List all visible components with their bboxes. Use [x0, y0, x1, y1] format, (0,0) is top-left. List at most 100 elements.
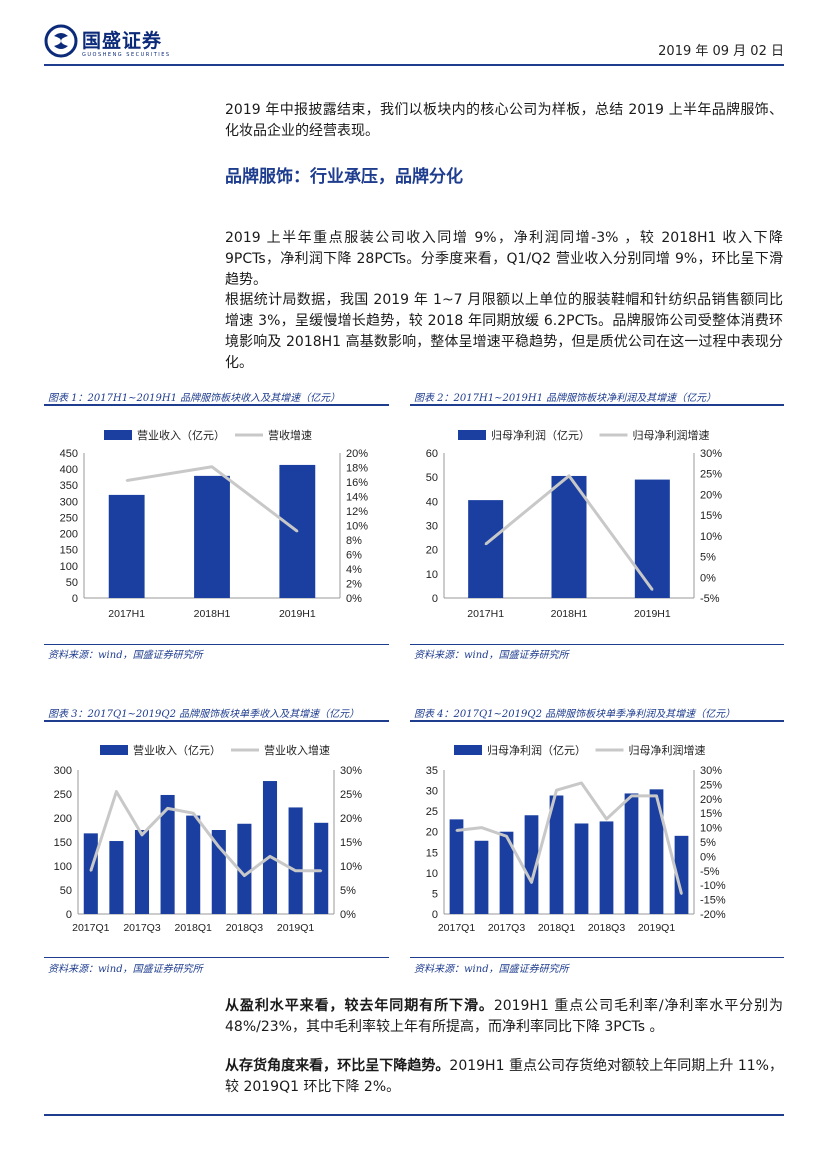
legend-swatch-bar: [104, 430, 132, 440]
legend-label-bar: 归母净利润（亿元）: [491, 428, 590, 442]
category-tick-label: 2017Q1: [72, 922, 110, 934]
bar: [134, 830, 150, 914]
bar: [551, 475, 587, 598]
left-tick-label: 30: [426, 521, 438, 533]
right-tick-label: 16%: [346, 477, 368, 489]
paragraph-4: 从存货角度来看，环比呈下降趋势。2019H1 重点公司存货绝对额较上年同期上升 …: [225, 1056, 783, 1098]
growth-point: [211, 465, 213, 468]
bar: [674, 835, 689, 914]
figure-1-chart: 0 50 100 150 200 250 300 350 400 450 0% 2% 4% 6% 8% 10%…: [60, 428, 369, 620]
growth-line: [456, 781, 683, 895]
right-tick-label: 0%: [340, 909, 356, 921]
category-tick-label: 2019Q1: [638, 922, 676, 934]
right-tick-label: 12%: [346, 506, 368, 518]
paragraph-1: 2019 上半年重点服装公司收入同增 9%，净利润同增-3% ，较 2018H1…: [225, 230, 783, 288]
left-tick-label: 250: [54, 789, 72, 801]
paragraph-4-lead: 从存货角度来看，环比呈下降趋势。: [225, 1058, 450, 1074]
right-tick-label: 30%: [700, 448, 722, 460]
right-tick-label: 30%: [340, 765, 362, 777]
figure-2-chart: 0 10 20 30 40 50 60 -5% 0% 5% 10% 15% 20% 25% 30% 2017H…: [426, 428, 722, 620]
legend-label-line: 营业收入增速: [264, 743, 330, 757]
bar: [160, 794, 175, 914]
legend-swatch-bar: [100, 745, 128, 755]
page-header: 国盛证券 GUOSHENG SECURITIES 2019 年 09 月 02 …: [44, 22, 784, 64]
figure-1-source: 资料来源：wind，国盛证券研究所: [48, 650, 203, 661]
company-logo: 国盛证券 GUOSHENG SECURITIES: [44, 22, 184, 62]
right-tick-label: 10%: [700, 823, 722, 835]
left-tick-label: 200: [60, 529, 78, 541]
right-tick-label: 2%: [346, 579, 362, 591]
logo-name: 国盛证券: [82, 30, 163, 52]
left-tick-label: 150: [54, 837, 72, 849]
figure-1-top-rule: [44, 404, 389, 406]
figure-2-bottom-rule: [410, 644, 784, 645]
right-tick-label: 0%: [700, 851, 716, 863]
growth-point: [166, 807, 169, 810]
category-tick-label: 2018H1: [194, 608, 231, 620]
right-tick-label: 5%: [700, 837, 716, 849]
left-tick-label: 25: [426, 806, 438, 818]
legend-label-line: 营收增速: [268, 428, 312, 442]
bar: [468, 500, 504, 598]
left-tick-label: 250: [60, 512, 78, 524]
bar: [549, 795, 564, 914]
left-tick-label: 100: [54, 861, 72, 873]
right-tick-label: -5%: [700, 866, 720, 878]
growth-point: [294, 869, 297, 872]
bar: [624, 793, 639, 914]
figure-4-top-rule: [410, 720, 784, 722]
category-tick-label: 2018H1: [551, 608, 588, 620]
growth-point: [125, 479, 128, 482]
legend-label-line: 归母净利润增速: [629, 743, 706, 757]
left-tick-label: 0: [72, 593, 78, 605]
left-tick-label: 300: [60, 496, 78, 508]
category-tick-label: 2018Q3: [226, 922, 264, 934]
left-tick-label: 10: [426, 868, 438, 880]
growth-point: [555, 789, 558, 792]
category-tick-label: 2019H1: [279, 608, 316, 620]
right-tick-label: 0%: [346, 593, 362, 605]
category-tick-label: 2017H1: [108, 608, 145, 620]
bar: [83, 833, 98, 914]
right-tick-label: 15%: [340, 837, 362, 849]
footer-divider: [44, 1114, 784, 1116]
paragraph-3: 从盈利水平来看，较去年同期有所下滑。2019H1 重点公司毛利率/净利率水平分别…: [225, 996, 783, 1038]
report-date: 2019 年 09 月 02 日: [658, 44, 784, 59]
intro-paragraph: 2019 年中报披露结束，我们以板块内的核心公司为样板，总结 2019 上半年品…: [225, 102, 783, 139]
right-tick-label: 4%: [346, 564, 362, 576]
bar: [288, 807, 303, 914]
left-tick-label: 350: [60, 480, 78, 492]
growth-point: [505, 835, 508, 838]
category-tick-label: 2017Q3: [488, 922, 526, 934]
right-tick-label: 15%: [700, 510, 722, 522]
right-tick-label: 20%: [340, 813, 362, 825]
right-tick-label: 20%: [346, 448, 368, 460]
right-tick-label: -20%: [700, 909, 726, 921]
right-tick-label: 8%: [346, 535, 362, 547]
legend-label-line: 归母净利润增速: [633, 428, 710, 442]
figure-4-source: 资料来源：wind，国盛证券研究所: [414, 964, 569, 975]
left-tick-label: 50: [66, 577, 78, 589]
left-tick-label: 5: [432, 888, 438, 900]
growth-point: [480, 826, 483, 829]
growth-point: [243, 874, 246, 877]
legend-label-bar: 营业收入（亿元）: [133, 743, 221, 757]
bar: [237, 823, 252, 914]
logo-subtitle: GUOSHENG SECURITIES: [82, 52, 171, 58]
figure-3-source: 资料来源：wind，国盛证券研究所: [48, 964, 203, 975]
right-tick-label: 20%: [700, 489, 722, 501]
bar: [474, 840, 489, 914]
category-tick-label: 2017H1: [467, 608, 504, 620]
growth-point: [568, 474, 570, 477]
right-tick-label: 25%: [700, 779, 722, 791]
figure-4-bottom-rule: [410, 957, 784, 958]
right-tick-label: 15%: [700, 808, 722, 820]
growth-point: [605, 817, 608, 820]
bar: [186, 815, 201, 914]
figure-2-source: 资料来源：wind，国盛证券研究所: [414, 650, 569, 661]
logo-mark-icon: [44, 24, 78, 58]
legend-swatch-bar: [454, 745, 482, 755]
bar: [634, 479, 670, 598]
left-tick-label: 10: [426, 569, 438, 581]
growth-point: [115, 790, 118, 793]
